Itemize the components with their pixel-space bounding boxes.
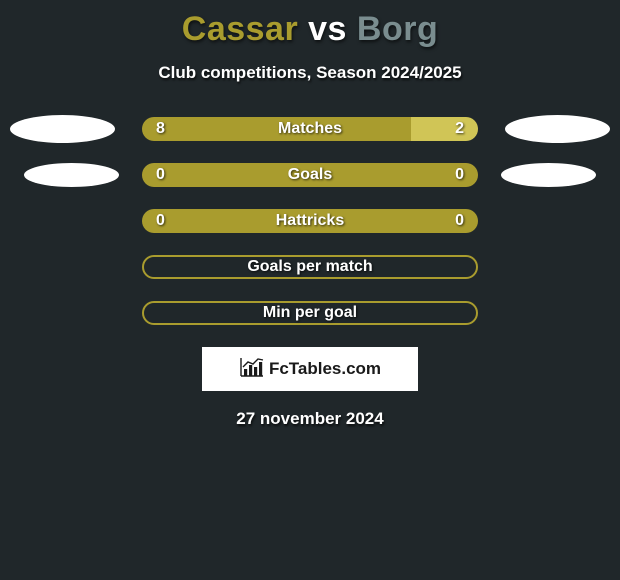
player2-name: Borg — [357, 10, 438, 48]
player1-avatar-oval — [10, 115, 115, 143]
stat-bar-outline: Goals per match — [142, 255, 478, 279]
stat-row: 00Hattricks — [10, 209, 610, 233]
player2-avatar-oval — [505, 115, 610, 143]
player1-avatar-oval — [24, 163, 119, 187]
player2-avatar-oval — [501, 163, 596, 187]
stat-row: Goals per match — [10, 255, 610, 279]
stat-bar-outline: Min per goal — [142, 301, 478, 325]
stat-bar: 00Hattricks — [142, 209, 478, 233]
stat-label: Goals — [142, 166, 478, 184]
stat-bar: 82Matches — [142, 117, 478, 141]
vs-text: vs — [298, 10, 357, 48]
stat-label: Hattricks — [142, 212, 478, 230]
subtitle: Club competitions, Season 2024/2025 — [0, 63, 620, 83]
stat-row: 82Matches — [10, 117, 610, 141]
logo-box[interactable]: FcTables.com — [202, 347, 418, 391]
stat-label: Min per goal — [263, 304, 357, 322]
chart-area: 82Matches 00Goals 00Hattricks Goals per mat… — [0, 117, 620, 325]
page-title: Cassar vs Borg — [0, 0, 620, 49]
stat-row: 00Goals — [10, 163, 610, 187]
logo-chart-icon — [239, 356, 265, 383]
player1-name: Cassar — [182, 10, 298, 48]
logo-text: FcTables.com — [269, 359, 381, 379]
stat-label: Matches — [142, 120, 478, 138]
stat-row: Min per goal — [10, 301, 610, 325]
date-line: 27 november 2024 — [0, 409, 620, 429]
stat-bar: 00Goals — [142, 163, 478, 187]
stat-label: Goals per match — [247, 258, 372, 276]
